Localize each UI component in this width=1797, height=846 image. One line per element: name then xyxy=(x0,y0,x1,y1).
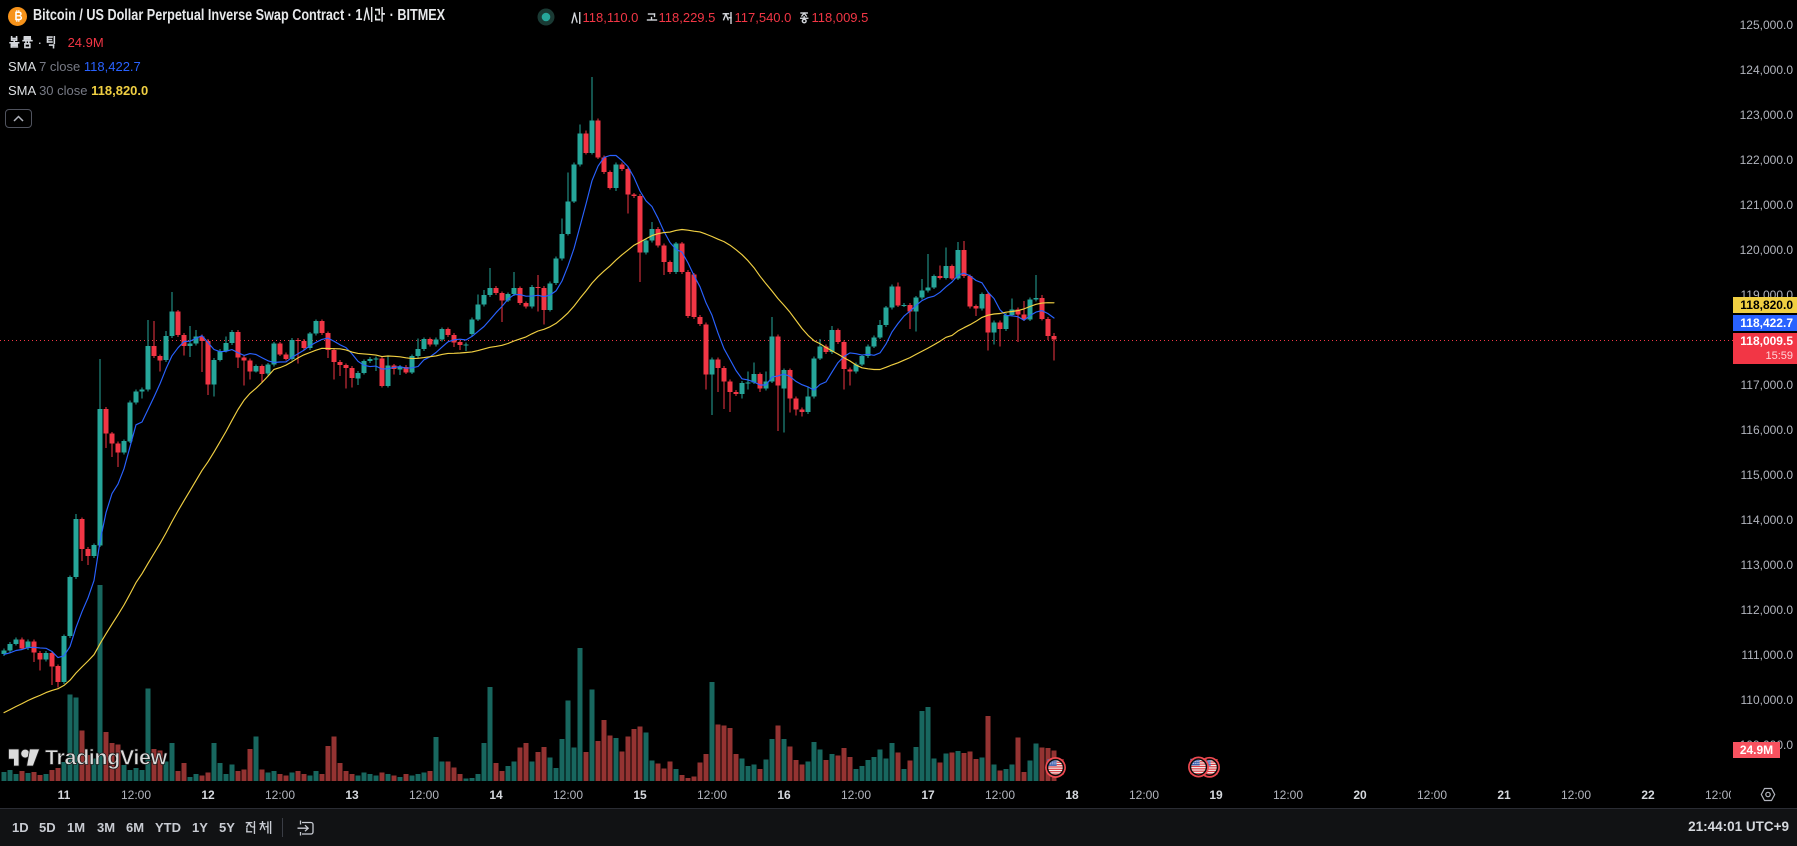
svg-text:TradingView: TradingView xyxy=(45,748,168,770)
